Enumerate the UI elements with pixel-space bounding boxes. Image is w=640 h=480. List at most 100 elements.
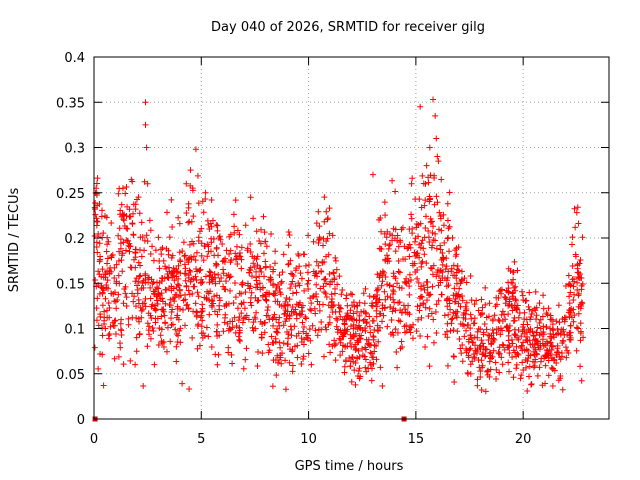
data-point	[142, 279, 149, 286]
data-point	[108, 254, 115, 261]
data-point	[102, 295, 109, 302]
data-point	[344, 310, 351, 317]
data-point	[327, 278, 334, 285]
data-point	[336, 335, 343, 342]
data-point	[100, 382, 107, 389]
data-point	[359, 327, 366, 334]
data-point	[569, 262, 576, 269]
data-point	[367, 329, 374, 336]
data-point	[559, 386, 566, 393]
data-point	[311, 305, 318, 312]
data-point	[248, 273, 255, 280]
y-tick-label: 0.3	[64, 142, 85, 157]
data-point	[185, 287, 192, 294]
data-point	[173, 343, 180, 350]
data-point	[232, 294, 239, 301]
data-point	[136, 247, 143, 254]
data-point	[229, 324, 236, 331]
data-point	[262, 319, 269, 326]
data-point	[168, 196, 175, 203]
data-point	[478, 296, 485, 303]
data-point	[104, 255, 111, 262]
data-point	[438, 267, 445, 274]
data-point	[432, 230, 439, 237]
data-point	[482, 301, 489, 308]
data-point	[398, 338, 405, 345]
data-point	[508, 336, 515, 343]
data-point	[278, 279, 285, 286]
data-point	[562, 314, 569, 321]
data-point	[232, 279, 239, 286]
data-point	[386, 231, 393, 238]
data-point	[167, 315, 174, 322]
data-point	[525, 373, 532, 380]
data-point	[502, 300, 509, 307]
data-point	[557, 356, 564, 363]
data-point	[259, 350, 266, 357]
data-point	[482, 345, 489, 352]
data-point	[334, 316, 341, 323]
data-point	[160, 344, 167, 351]
y-tick-label: 0.05	[56, 368, 85, 383]
data-point	[213, 328, 220, 335]
data-point	[444, 200, 451, 207]
data-point	[474, 328, 481, 335]
data-point	[206, 273, 213, 280]
data-point	[241, 305, 248, 312]
data-point	[417, 302, 424, 309]
data-point	[120, 300, 127, 307]
data-point	[255, 349, 262, 356]
x-tick-label: 10	[300, 432, 317, 447]
data-point	[326, 314, 333, 321]
data-point	[173, 358, 180, 365]
data-point	[574, 204, 581, 211]
data-point	[236, 250, 243, 257]
data-point	[451, 285, 458, 292]
data-point	[376, 296, 383, 303]
data-point	[321, 276, 328, 283]
data-point	[509, 293, 516, 300]
data-point	[239, 319, 246, 326]
data-point	[272, 338, 279, 345]
data-point	[404, 245, 411, 252]
data-point	[496, 344, 503, 351]
data-point	[100, 230, 107, 237]
data-point	[265, 304, 272, 311]
data-point	[533, 316, 540, 323]
data-point	[265, 349, 272, 356]
data-point	[227, 287, 234, 294]
data-point	[222, 286, 229, 293]
data-point	[193, 266, 200, 272]
data-point	[193, 308, 200, 315]
data-point	[192, 273, 199, 280]
data-point	[545, 357, 552, 364]
data-point	[499, 341, 506, 348]
data-point	[343, 313, 350, 320]
data-point	[362, 356, 369, 363]
data-point	[272, 287, 279, 294]
data-point	[350, 299, 357, 306]
data-point	[236, 313, 243, 320]
data-point	[246, 285, 253, 292]
data-point	[534, 324, 541, 331]
data-point	[330, 269, 337, 276]
data-point	[545, 305, 552, 312]
data-point	[519, 288, 526, 295]
data-point	[262, 258, 269, 265]
data-point	[526, 289, 533, 296]
data-point	[204, 288, 211, 295]
data-point	[321, 258, 328, 265]
data-point	[125, 321, 132, 328]
data-point	[216, 302, 223, 309]
data-point	[105, 332, 112, 339]
data-point	[482, 388, 489, 395]
data-point	[120, 212, 127, 219]
data-point	[454, 328, 461, 335]
data-point	[450, 327, 457, 334]
data-point	[211, 293, 218, 300]
data-point	[320, 283, 327, 290]
data-point	[471, 320, 478, 327]
data-point	[518, 343, 525, 350]
data-point	[278, 278, 285, 285]
data-point	[433, 301, 440, 308]
